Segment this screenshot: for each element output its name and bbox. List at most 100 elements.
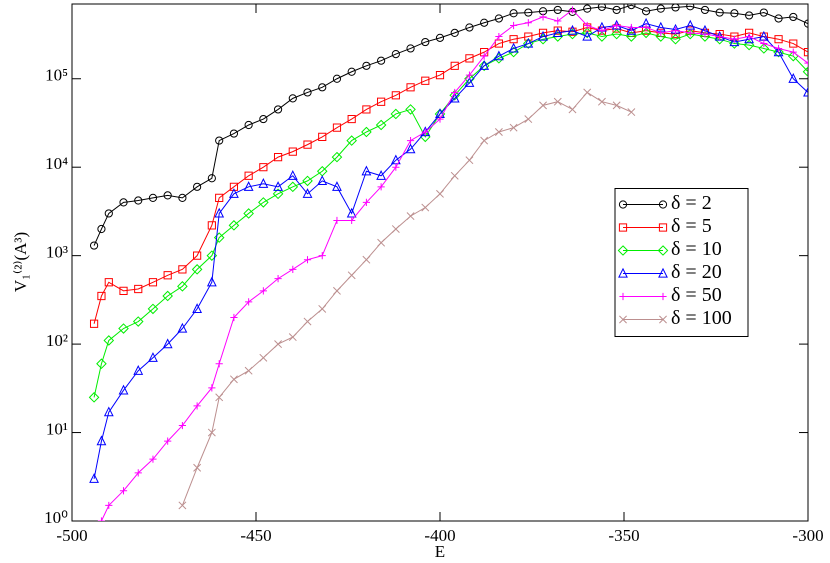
marker	[405, 104, 416, 115]
series-line	[93, 23, 808, 479]
marker	[119, 286, 128, 295]
x-tick-label: -300	[792, 526, 823, 545]
marker	[774, 14, 783, 23]
marker	[435, 70, 445, 80]
marker	[103, 335, 115, 346]
marker	[509, 123, 518, 132]
marker	[119, 198, 128, 207]
marker	[524, 115, 533, 124]
marker	[626, 31, 637, 42]
marker	[118, 384, 129, 395]
marker	[598, 27, 606, 35]
marker	[642, 23, 650, 32]
marker	[332, 181, 342, 191]
series-line	[181, 91, 632, 506]
marker	[451, 88, 459, 97]
marker	[671, 4, 680, 12]
marker	[421, 203, 430, 212]
marker	[244, 120, 253, 130]
y-tick-label: 10⁰	[44, 508, 68, 527]
marker	[377, 183, 385, 191]
marker	[274, 275, 282, 283]
marker	[273, 105, 283, 114]
marker	[743, 39, 755, 51]
marker	[773, 46, 784, 57]
marker	[583, 21, 591, 30]
marker	[480, 136, 489, 145]
marker	[303, 256, 312, 264]
marker	[744, 33, 755, 44]
marker	[193, 251, 202, 260]
marker	[97, 224, 106, 234]
marker	[583, 4, 592, 13]
x-axis-label: E	[435, 542, 445, 561]
marker	[597, 4, 607, 11]
marker	[494, 14, 503, 23]
marker	[288, 333, 297, 342]
marker	[104, 278, 113, 287]
marker	[229, 188, 239, 198]
marker	[361, 126, 372, 138]
marker	[626, 24, 637, 35]
marker	[288, 147, 297, 156]
marker	[465, 71, 474, 79]
marker	[287, 170, 298, 180]
marker	[244, 366, 253, 375]
marker	[302, 175, 313, 187]
marker	[803, 86, 808, 97]
marker	[802, 66, 808, 78]
marker	[656, 4, 665, 13]
marker	[392, 163, 400, 171]
marker	[318, 83, 327, 92]
marker	[656, 28, 665, 37]
marker	[657, 245, 669, 256]
marker	[243, 208, 254, 219]
marker	[641, 7, 651, 16]
marker	[162, 290, 173, 302]
marker	[539, 101, 547, 110]
y-tick-label: 10²	[46, 331, 68, 350]
marker	[103, 406, 114, 417]
marker	[272, 188, 284, 200]
marker	[686, 4, 695, 11]
marker	[134, 284, 143, 294]
marker	[658, 223, 668, 232]
marker	[450, 61, 459, 70]
marker	[745, 11, 754, 20]
marker	[493, 50, 504, 61]
marker	[524, 19, 532, 27]
marker	[119, 487, 128, 495]
marker	[686, 29, 694, 37]
marker	[524, 8, 533, 17]
marker	[361, 165, 372, 176]
marker	[494, 39, 503, 48]
marker	[581, 27, 593, 39]
marker	[164, 437, 172, 445]
marker	[215, 393, 224, 402]
marker	[258, 178, 269, 188]
marker	[789, 48, 797, 56]
y-tick-label: 10³	[46, 243, 68, 262]
marker	[362, 255, 371, 264]
marker	[96, 358, 107, 370]
marker	[377, 238, 386, 247]
marker	[362, 61, 371, 70]
marker	[583, 23, 592, 32]
marker	[539, 13, 547, 21]
marker	[508, 42, 519, 53]
marker	[538, 30, 548, 41]
marker	[568, 105, 577, 114]
marker	[259, 114, 268, 124]
marker	[318, 132, 327, 142]
marker	[617, 245, 629, 256]
marker	[658, 200, 668, 209]
legend-label: δ = 2	[671, 192, 712, 214]
marker	[134, 196, 143, 205]
marker	[421, 37, 430, 47]
marker	[274, 340, 283, 349]
x-tick-label: -400	[424, 526, 455, 545]
marker	[207, 221, 216, 230]
marker	[803, 19, 808, 28]
marker	[789, 39, 798, 48]
marker	[760, 39, 768, 48]
